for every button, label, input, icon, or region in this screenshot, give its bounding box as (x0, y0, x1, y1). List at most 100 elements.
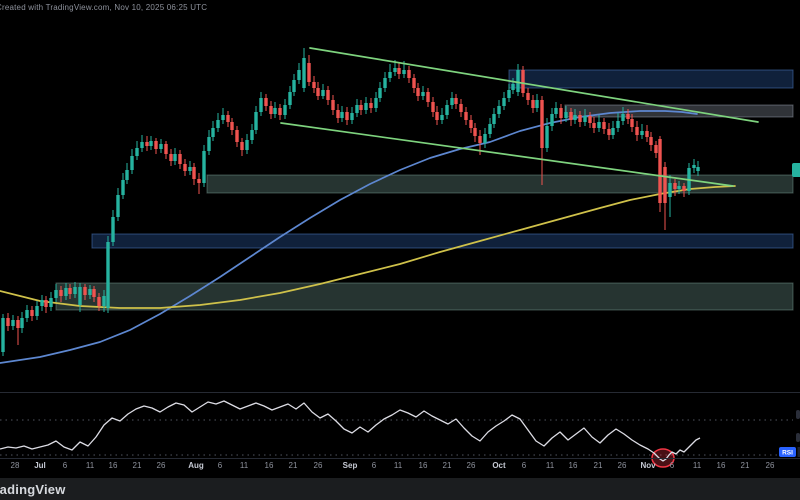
candle (445, 100, 449, 119)
candle (483, 128, 487, 148)
candle (216, 113, 220, 132)
candle-body (264, 98, 268, 106)
candle (59, 286, 63, 302)
moving-averages-layer (0, 110, 736, 364)
axis-label-day: 11 (546, 461, 555, 470)
candle-body (164, 144, 168, 154)
last-price-badge (792, 163, 800, 177)
candle-body (374, 98, 378, 108)
candle (383, 72, 387, 92)
candle (345, 107, 349, 125)
axis-label-day: 6 (63, 461, 68, 470)
candle (125, 163, 129, 184)
candle-body (393, 68, 397, 72)
candle-body (188, 167, 192, 171)
trendlines-layer[interactable] (280, 47, 759, 187)
candle-body (573, 115, 577, 120)
candle-body (302, 58, 306, 88)
candle (106, 236, 110, 313)
axis-label-day: 16 (109, 461, 118, 470)
candle-body (154, 141, 158, 149)
candle (49, 292, 53, 311)
candle (6, 313, 10, 331)
candle-body (316, 88, 320, 96)
candle-body (397, 68, 401, 74)
candle-body (554, 108, 558, 114)
candle (154, 138, 158, 154)
axis-label-day: 26 (618, 461, 627, 470)
candle-body (426, 92, 430, 102)
candle-body (116, 195, 120, 217)
candle (97, 293, 101, 311)
candle (626, 109, 630, 124)
candle-body (355, 105, 359, 113)
candle (73, 282, 77, 298)
rsi-scale-chip (796, 433, 800, 442)
candle (202, 145, 206, 187)
candle (492, 108, 496, 128)
candle-body (340, 112, 344, 118)
candle (221, 108, 225, 124)
trendline-lower-channel[interactable] (280, 122, 734, 187)
candle-body (54, 290, 58, 298)
candle (374, 92, 378, 112)
candle-body (235, 130, 239, 142)
candle-body (469, 120, 473, 128)
zone-supply-navy-upper (508, 69, 794, 89)
candle (188, 161, 192, 175)
candle (336, 104, 340, 123)
candle-body (307, 63, 311, 82)
candle (297, 63, 301, 84)
candle (350, 107, 354, 124)
candle-body (350, 113, 354, 120)
candle (321, 84, 325, 99)
candle (531, 95, 535, 113)
time-axis[interactable]: 28 Jul 6 11 16 21 26 Aug 6 11 16 21 26 Sep 6 11 16 21 26 Oc… (11, 461, 775, 470)
candle-body (378, 88, 382, 98)
candle (235, 126, 239, 147)
axis-label-day: 16 (419, 461, 428, 470)
zone-teal-band-lower (55, 282, 794, 311)
candle-body (331, 100, 335, 110)
candle-body (359, 105, 363, 110)
rsi-pane[interactable]: RSI (0, 400, 800, 468)
candle (164, 141, 168, 159)
candle-body (78, 287, 82, 305)
candle-body (35, 306, 39, 316)
candle-body (535, 100, 539, 108)
candle (259, 92, 263, 116)
candle-body (49, 298, 53, 307)
candle (16, 316, 20, 345)
candle-body (20, 318, 24, 328)
rsi-indicator-badge[interactable]: RSI (779, 447, 800, 457)
candle-body (663, 167, 667, 203)
axis-label-month: Jul (34, 461, 46, 470)
candle-body (226, 115, 230, 122)
candle (526, 88, 530, 105)
candle (88, 285, 92, 299)
candle (645, 125, 649, 142)
candle-body (106, 242, 110, 308)
axis-label-day: 11 (394, 461, 403, 470)
candle-body (597, 122, 601, 128)
candle (564, 106, 568, 122)
tradingview-logo[interactable]: TradingView (0, 481, 66, 497)
candle-body (559, 108, 563, 118)
axis-label-day: 6 (218, 461, 223, 470)
candle (302, 48, 306, 92)
candle-body (592, 123, 596, 128)
candle (378, 82, 382, 102)
candle (312, 76, 316, 93)
last-price-label-layer (792, 163, 800, 177)
candles-layer[interactable] (1, 48, 700, 356)
candle (78, 283, 82, 312)
candle-body (658, 139, 662, 203)
axis-label-day: 28 (11, 461, 20, 470)
axis-label-month: Aug (188, 461, 204, 470)
trendline-upper-channel[interactable] (309, 47, 759, 123)
candle (621, 107, 625, 125)
candle (326, 86, 330, 105)
candle-body (207, 137, 211, 151)
candle-body (696, 167, 700, 171)
